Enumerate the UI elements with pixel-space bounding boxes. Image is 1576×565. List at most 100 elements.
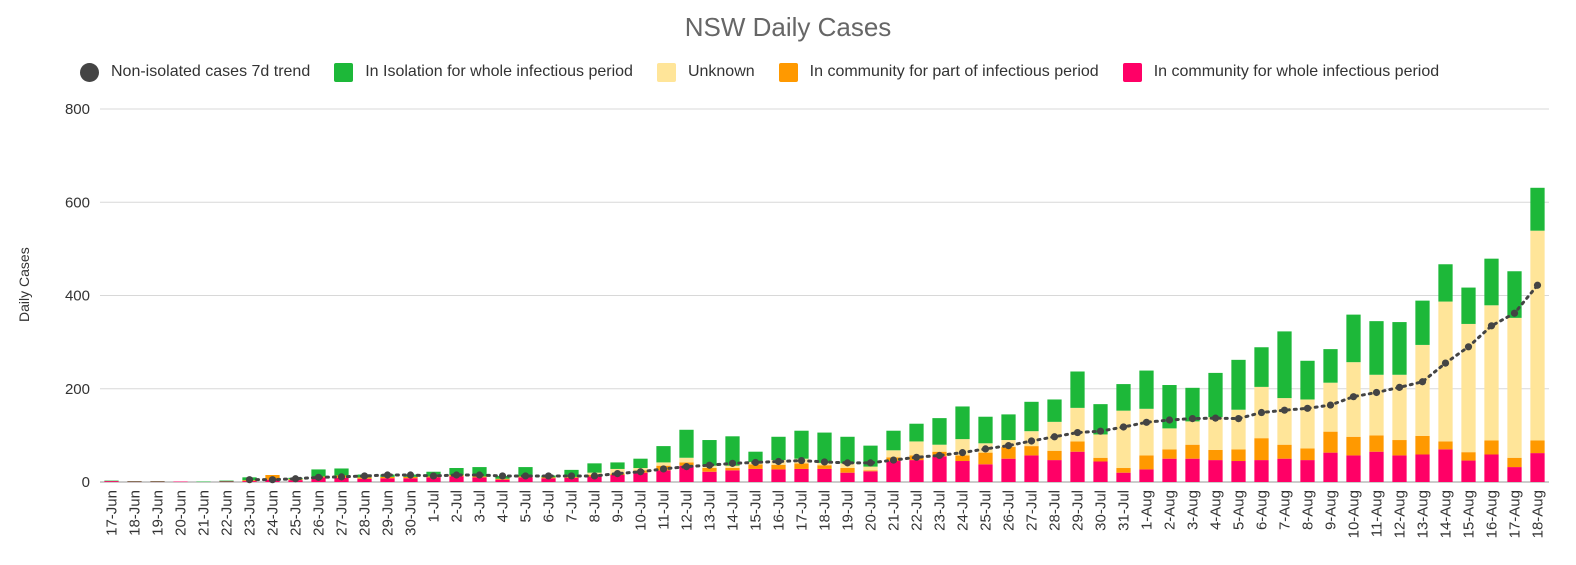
bar-segment — [1185, 458, 1200, 482]
bar-segment — [886, 450, 901, 458]
legend-label-community-whole: In community for whole infectious period — [1153, 63, 1440, 80]
bar-segment — [1438, 264, 1453, 302]
trend-point — [935, 451, 944, 460]
trend-point — [544, 472, 553, 480]
bar-segment — [863, 471, 878, 482]
trend-point — [314, 473, 323, 481]
x-tick-label: 18-Jul — [817, 490, 834, 531]
bar-segment — [1300, 448, 1315, 461]
x-tick-label: 24-Jun — [265, 490, 282, 536]
x-tick-label: 22-Jun — [219, 490, 236, 536]
bar-segment — [1392, 455, 1407, 482]
bar-segment — [610, 475, 625, 482]
trend-point — [1441, 359, 1450, 367]
bar-segment — [840, 468, 855, 473]
bar-segment — [794, 430, 809, 459]
bar-segment — [1139, 455, 1154, 470]
y-tick-label: 0 — [82, 474, 90, 491]
bar-segment — [1047, 450, 1062, 461]
bar-segment — [1323, 452, 1338, 482]
x-tick-label: 25-Jul — [978, 490, 995, 531]
trend-point — [1211, 414, 1220, 422]
trend-point — [521, 472, 530, 480]
legend-swatch-unknown — [656, 62, 676, 82]
trend-point — [1119, 423, 1128, 431]
bar-segment — [1001, 447, 1016, 459]
x-tick-label: 17-Jul — [794, 490, 811, 531]
legend-item-trend[interactable]: Non-isolated cases 7d trend — [80, 62, 310, 82]
bar-segment — [794, 468, 809, 482]
legend-item-unknown[interactable]: Unknown — [656, 62, 755, 82]
trend-point — [751, 458, 760, 467]
legend-swatch-community-whole — [1122, 62, 1142, 82]
trend-point — [498, 472, 507, 480]
bar-segment — [1162, 449, 1177, 459]
bar-segment — [1438, 449, 1453, 482]
bar-segment — [863, 470, 878, 472]
x-tick-label: 1-Aug — [1139, 490, 1156, 530]
trend-point — [1234, 414, 1243, 423]
bar-segment — [1484, 305, 1499, 441]
x-tick-label: 11-Aug — [1369, 490, 1386, 537]
bar-segment — [150, 481, 165, 483]
bar-segment — [702, 440, 717, 466]
trend-point — [889, 456, 898, 464]
x-tick-label: 8-Aug — [1300, 490, 1317, 530]
bar-segment — [1208, 372, 1223, 418]
trend-point — [843, 459, 852, 467]
trend-point — [958, 449, 967, 457]
bar-segment — [610, 462, 625, 469]
legend-marker-trend — [80, 62, 99, 82]
x-tick-label: 5-Jul — [518, 490, 535, 523]
bar-segment — [104, 480, 119, 482]
trend-point — [1418, 378, 1427, 386]
bar-segment — [1461, 287, 1476, 324]
bar-segment — [1208, 460, 1223, 482]
bar-segment — [863, 466, 878, 471]
trend-point — [797, 456, 806, 465]
bar-segment — [1185, 421, 1200, 445]
y-tick-label: 600 — [65, 194, 90, 211]
trend-point — [636, 468, 645, 476]
bar-segment — [794, 463, 809, 469]
bar-segment — [702, 471, 717, 482]
bar-segment — [978, 416, 993, 444]
bar-segment — [679, 429, 694, 458]
x-tick-label: 9-Aug — [1323, 490, 1340, 530]
trend-point — [1050, 433, 1059, 441]
bar-segment — [702, 468, 717, 472]
legend-item-isolation[interactable]: In Isolation for whole infectious period — [334, 62, 633, 82]
legend-item-community-part[interactable]: In community for part of infectious peri… — [778, 62, 1099, 82]
trend-point — [820, 458, 829, 466]
trend-point — [567, 472, 576, 480]
bar-segment — [1047, 399, 1062, 422]
trend-point — [291, 475, 300, 483]
bar-segment — [311, 469, 326, 477]
x-tick-label: 23-Jun — [242, 490, 259, 536]
x-tick-label: 10-Aug — [1346, 490, 1363, 538]
x-tick-label: 20-Jun — [173, 490, 190, 536]
bar-segment — [1346, 314, 1361, 363]
bar-segment — [1415, 344, 1430, 436]
bar-segment — [1001, 458, 1016, 482]
bar-segment — [955, 455, 970, 462]
bar-segment — [679, 465, 694, 482]
x-tick-label: 9-Jul — [610, 490, 627, 523]
trend-point — [1027, 437, 1036, 445]
x-tick-label: 8-Jul — [587, 490, 604, 523]
bar-segment — [1231, 359, 1246, 410]
bar-segment — [771, 469, 786, 482]
bar-segment — [679, 457, 694, 463]
bar-segment — [955, 461, 970, 482]
bar-segment — [1185, 444, 1200, 459]
trend-point — [705, 461, 714, 469]
bar-segment — [334, 468, 349, 476]
legend-item-community-whole[interactable]: In community for whole infectious period — [1122, 62, 1440, 82]
x-tick-label: 18-Jun — [127, 490, 144, 536]
bar-segment — [1001, 414, 1016, 441]
bar-segment — [127, 481, 142, 482]
bar-segment — [1185, 387, 1200, 422]
bar-segment — [1254, 460, 1269, 482]
bar-segment — [909, 423, 924, 442]
